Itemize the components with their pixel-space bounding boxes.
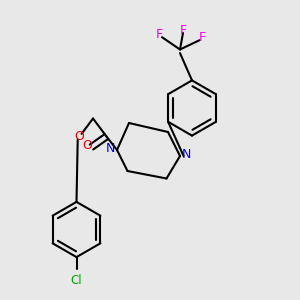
Text: N: N <box>106 142 115 155</box>
Text: F: F <box>179 23 187 37</box>
Text: Cl: Cl <box>71 274 82 286</box>
Text: F: F <box>199 31 206 44</box>
Text: O: O <box>75 130 84 143</box>
Text: N: N <box>182 148 191 161</box>
Text: F: F <box>155 28 163 41</box>
Text: O: O <box>82 139 92 152</box>
